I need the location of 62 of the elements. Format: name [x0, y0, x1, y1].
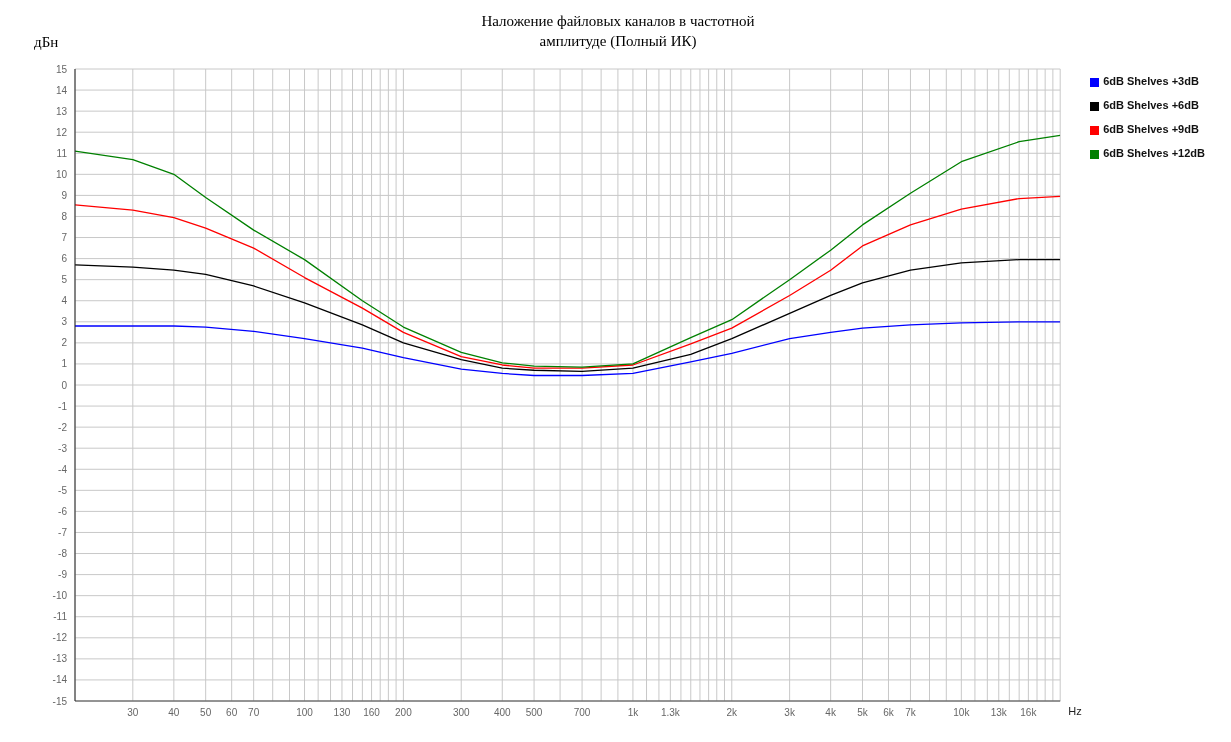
- y-tick-label: -3: [58, 442, 68, 454]
- y-tick-label: 9: [61, 189, 68, 201]
- y-tick-label: 1: [61, 358, 68, 370]
- x-tick-label: 300: [452, 707, 470, 719]
- y-tick-label: 10: [55, 168, 68, 180]
- y-tick-label: 4: [61, 295, 68, 307]
- y-tick-label: 7: [61, 232, 68, 244]
- y-tick-label: -7: [58, 527, 68, 539]
- x-tick-label: 40: [168, 707, 180, 719]
- y-tick-label: 0: [61, 379, 68, 391]
- x-tick-label: 6k: [883, 707, 895, 719]
- y-tick-label: -11: [53, 611, 68, 623]
- y-tick-label: -5: [58, 484, 68, 496]
- legend-label: 6dB Shelves +12dB: [1103, 147, 1205, 159]
- x-tick-label: 30: [127, 707, 139, 719]
- x-tick-label: 500: [525, 707, 543, 719]
- x-tick-label: 7k: [905, 707, 917, 719]
- y-axis-title: дБн: [34, 34, 59, 51]
- x-tick-label: 200: [395, 707, 413, 719]
- y-tick-label: 14: [55, 84, 68, 96]
- chart-title: Наложение файловых каналов в частотной амплитуде (Полный ИК): [480, 12, 756, 51]
- x-tick-label: 2k: [726, 707, 739, 719]
- x-tick-label: 1k: [627, 707, 640, 719]
- y-tick-label: 15: [55, 63, 68, 75]
- y-tick-label: 5: [61, 274, 68, 286]
- y-tick-label: 3: [61, 316, 68, 328]
- y-tick-label: 8: [61, 211, 68, 223]
- y-tick-label: 6: [61, 253, 68, 265]
- x-tick-label: 1.3k: [660, 707, 681, 719]
- x-axis-title: Hz: [1068, 704, 1082, 717]
- y-tick-label: -8: [58, 548, 68, 560]
- x-tick-label: 130: [333, 707, 351, 719]
- legend-label: 6dB Shelves +3dB: [1103, 75, 1199, 87]
- y-tick-label: 13: [55, 105, 68, 117]
- y-tick-label: -10: [52, 590, 68, 602]
- x-tick-label: 50: [200, 707, 212, 719]
- y-tick-label: -13: [52, 653, 68, 665]
- y-tick-label: 11: [56, 147, 68, 159]
- y-tick-label: -4: [58, 463, 68, 475]
- legend-label: 6dB Shelves +6dB: [1103, 99, 1199, 111]
- x-tick-label: 4k: [825, 707, 837, 719]
- x-tick-label: 13k: [990, 707, 1008, 719]
- y-tick-label: -9: [58, 569, 68, 581]
- x-tick-label: 100: [296, 707, 314, 719]
- y-tick-label: -14: [52, 674, 68, 686]
- y-tick-label: 12: [55, 126, 68, 138]
- y-tick-label: 2: [61, 337, 68, 349]
- x-tick-label: 16k: [1020, 707, 1038, 719]
- x-tick-label: 700: [573, 707, 591, 719]
- x-tick-label: 5k: [857, 707, 869, 719]
- x-tick-label: 3k: [784, 707, 796, 719]
- legend-label: 6dB Shelves +9dB: [1103, 123, 1199, 135]
- x-tick-label: 60: [226, 707, 238, 719]
- x-tick-label: 70: [248, 707, 260, 719]
- x-tick-label: 160: [363, 707, 381, 719]
- y-tick-label: -15: [52, 695, 68, 707]
- x-tick-label: 10k: [953, 707, 971, 719]
- y-tick-label: -1: [58, 400, 68, 412]
- y-tick-label: -2: [58, 421, 68, 433]
- y-tick-label: -12: [52, 632, 68, 644]
- x-tick-label: 400: [493, 707, 512, 719]
- y-tick-label: -6: [58, 505, 68, 517]
